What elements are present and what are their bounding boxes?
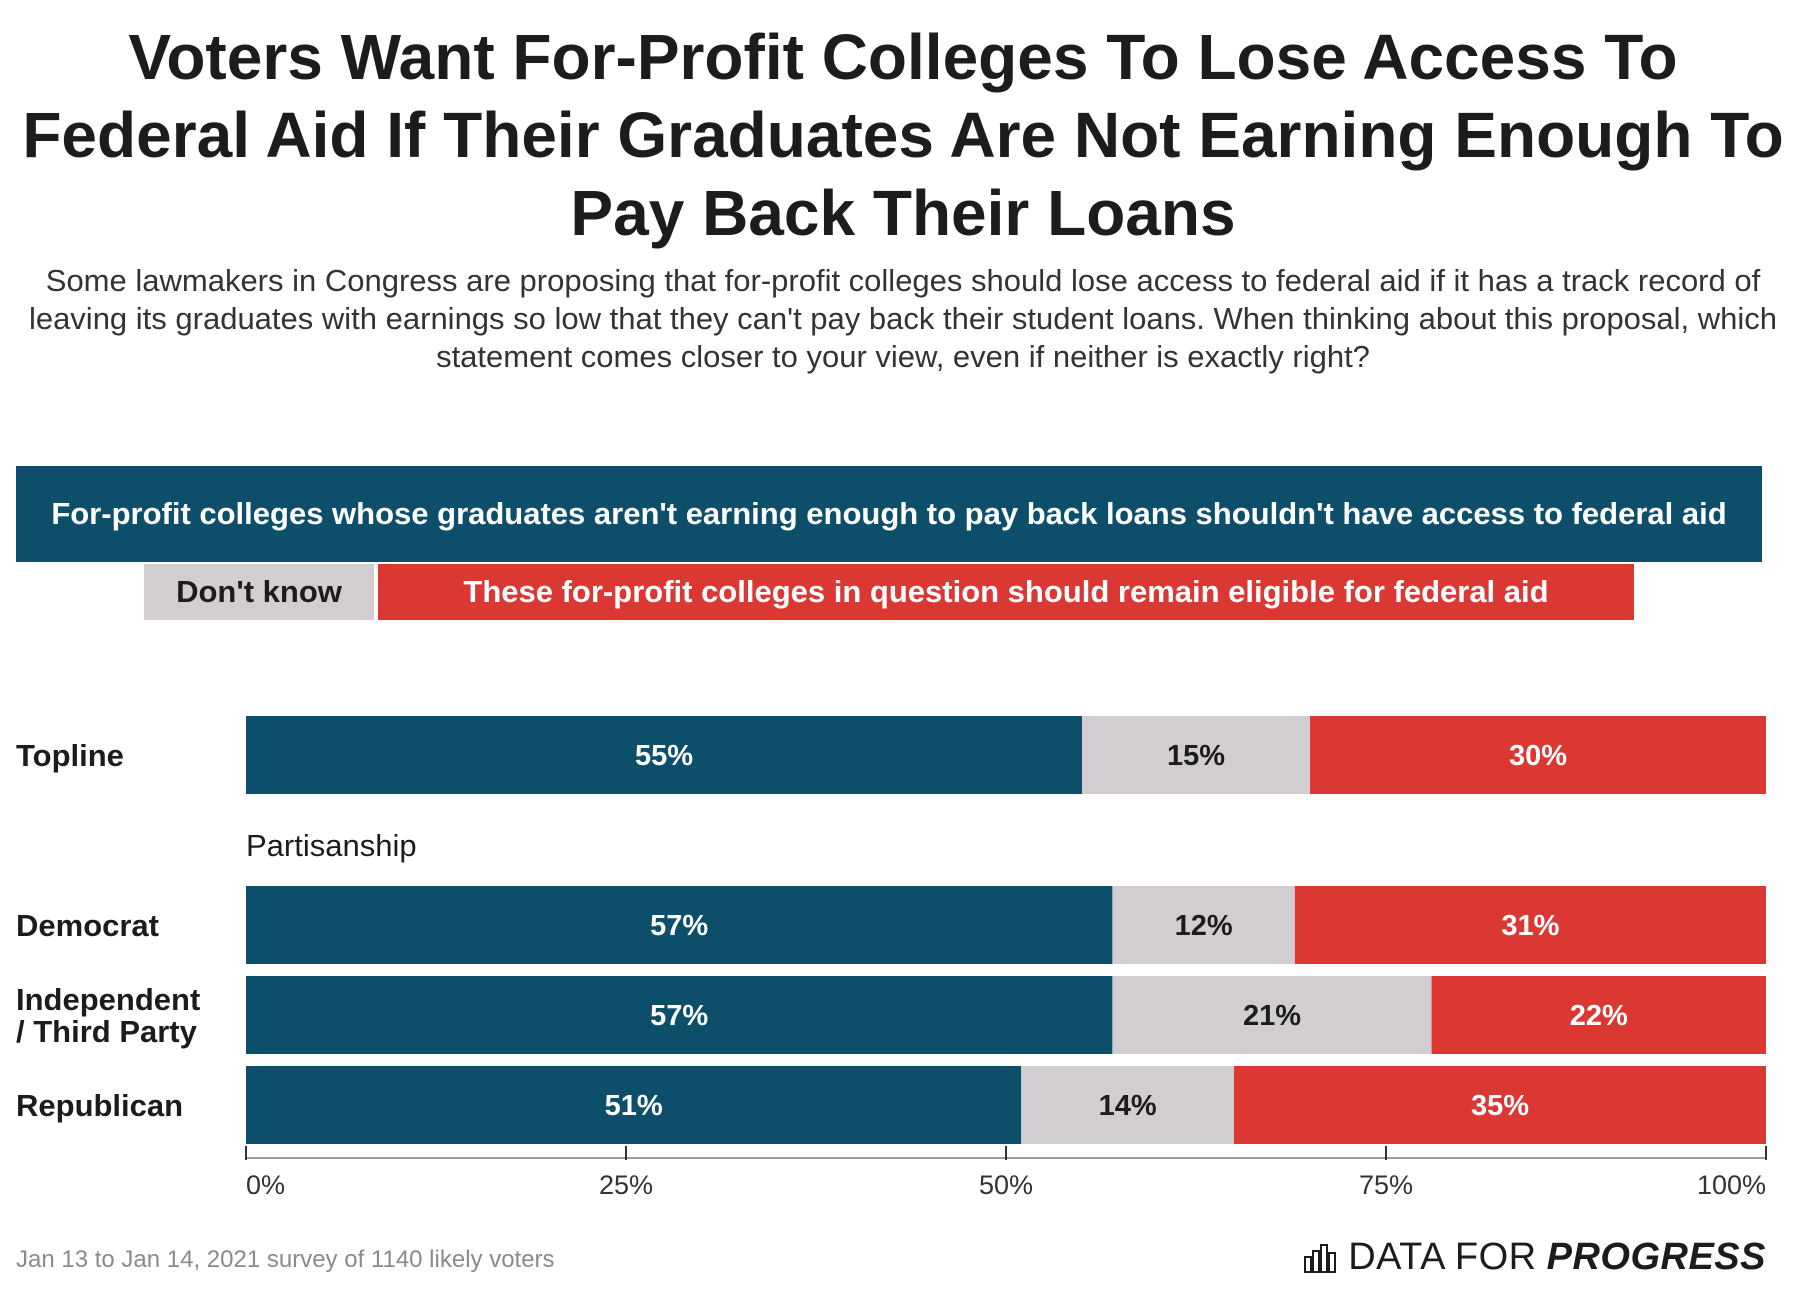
category-label-line: Topline	[16, 738, 124, 773]
legend-label-dont-know: Don't know	[176, 574, 342, 609]
data-label: 15%	[1167, 740, 1225, 772]
bar-segment	[1234, 1066, 1766, 1144]
category-label: Topline	[16, 738, 124, 773]
data-label: 57%	[650, 910, 708, 942]
legend-item-remain-eligible: These for-profit colleges in question sh…	[378, 564, 1634, 620]
x-tick-label: 50%	[979, 1170, 1033, 1200]
legend-item-dont-know: Don't know	[144, 564, 374, 620]
bar-segment	[1112, 976, 1432, 1054]
data-label: 55%	[635, 740, 693, 772]
brand-text-b: PROGRESS	[1546, 1236, 1766, 1278]
legend-item-no-federal-aid: For-profit colleges whose graduates aren…	[16, 466, 1762, 562]
data-label: 35%	[1471, 1090, 1529, 1122]
bar-segment	[246, 716, 1082, 794]
category-label-line: / Third Party	[16, 1014, 198, 1049]
category-label: Independent / Third Party	[16, 982, 200, 1049]
data-label: 14%	[1099, 1090, 1157, 1122]
bar-segment	[1021, 1066, 1234, 1144]
chart-subtitle: Some lawmakers in Congress are proposing…	[28, 263, 1778, 374]
legend-label-no-federal-aid: For-profit colleges whose graduates aren…	[51, 496, 1727, 531]
data-label: 31%	[1501, 910, 1559, 942]
bar-segment	[1112, 886, 1295, 964]
category-label: Republican	[16, 1088, 183, 1123]
data-label: 51%	[605, 1090, 663, 1122]
data-label: 22%	[1570, 1000, 1628, 1032]
data-label: 57%	[650, 1000, 708, 1032]
stacked-bar-chart: Topline 55% 15% 30% Democrat 57% 12% 31% Indepen…	[16, 716, 1767, 1200]
data-label: 12%	[1175, 910, 1233, 942]
data-label: 21%	[1243, 1000, 1301, 1032]
bar-segment	[1294, 886, 1766, 964]
category-label: Democrat	[16, 908, 159, 943]
bar-chart-icon	[1304, 1243, 1337, 1273]
bar-segment	[1082, 716, 1310, 794]
bar-segment	[246, 886, 1113, 964]
bar-segment	[246, 1066, 1022, 1144]
bar-segment	[246, 976, 1113, 1054]
category-label-line: Independent	[16, 982, 200, 1017]
group-label: Partisanship	[246, 828, 417, 863]
category-label-line: Republican	[16, 1088, 183, 1123]
brand-text-a: DATA FOR	[1348, 1236, 1537, 1278]
category-label-line: Democrat	[16, 908, 159, 943]
data-label: 30%	[1509, 740, 1567, 772]
x-tick-label: 100%	[1697, 1170, 1766, 1200]
x-tick-label: 0%	[246, 1170, 285, 1200]
source-note: Jan 13 to Jan 14, 2021 survey of 1140 li…	[16, 1246, 555, 1273]
legend-label-remain-eligible: These for-profit colleges in question sh…	[463, 574, 1549, 609]
chart-title: Voters Want For-Profit Colleges To Lose …	[22, 21, 1784, 249]
bar-segment	[1310, 716, 1766, 794]
bar-segment	[1431, 976, 1766, 1054]
x-tick-label: 25%	[599, 1170, 653, 1200]
x-tick-label: 75%	[1359, 1170, 1413, 1200]
brand-logo: DATA FOR PROGRESS	[1304, 1236, 1766, 1279]
